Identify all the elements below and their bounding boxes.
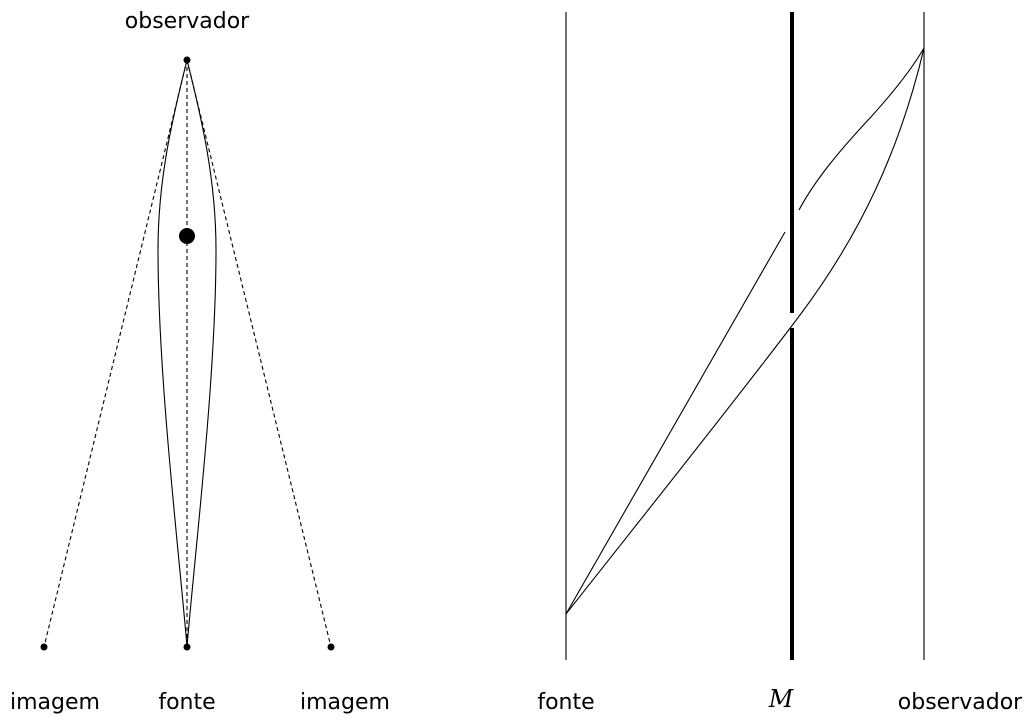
image-label-left: imagem [10,690,100,715]
image-point-left [40,643,48,651]
left-panel: observador fonte imagem imagem [10,9,390,715]
observer-point [183,56,191,64]
source-label: fonte [537,690,594,715]
light-ray-lower [565,47,925,615]
source-point [183,643,191,651]
observer-label: observador [898,690,1023,715]
dashed-line-right-image [186,59,332,648]
image-label-right: imagem [300,690,390,715]
light-ray-upper-a [565,231,786,615]
dashed-line-left-image [43,59,188,648]
image-point-right [327,643,335,651]
light-ray-left [157,59,188,648]
observer-label: observador [125,9,250,34]
source-label: fonte [158,690,215,715]
light-ray-upper-b [798,47,925,211]
light-ray-right [186,59,217,648]
right-panel: fonte M observador [537,12,1023,715]
lens-mass [179,228,195,244]
mass-label: M [768,685,795,713]
